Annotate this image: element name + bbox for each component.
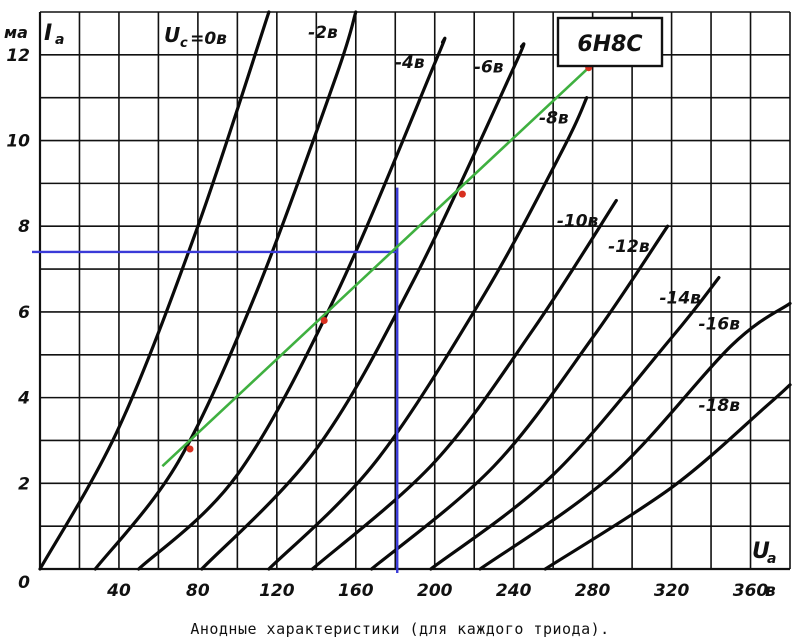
curves: =0в -2в -4в -6в -8в -10в -12в -14в -16в -18в: [38, 10, 792, 571]
series-label: -10в: [557, 212, 599, 232]
operating-point: [320, 316, 328, 324]
series-label: -12в: [608, 237, 650, 257]
x-symbol-label: U: [752, 539, 770, 564]
x-tick-label: 200: [417, 581, 453, 601]
series-label: -18в: [699, 396, 741, 416]
series-curve: [478, 301, 792, 571]
x-tick-label: 280: [575, 581, 611, 601]
x-tick-label: 0: [18, 573, 30, 593]
x-tick-label: 240: [496, 581, 532, 601]
y-tick-label: 4: [17, 389, 30, 409]
operating-point: [458, 190, 466, 198]
series-curve: [93, 10, 358, 571]
x-tick-label: 320: [654, 581, 690, 601]
y-symbol-label: I: [44, 21, 52, 46]
chart-caption: Анодные характеристики (для каждого трио…: [190, 620, 609, 638]
chart-title: 6Н8С: [577, 32, 642, 57]
series-curve: [310, 198, 618, 571]
series-curve: [137, 36, 447, 571]
x-tick-label: 360: [733, 581, 769, 601]
series-curve: [267, 96, 589, 571]
operating-point: [186, 445, 194, 453]
series-label: -6в: [474, 57, 504, 77]
axes: 0 40 80 120 160 200 240 280 320 360 2 4 6 8 10 12: [6, 46, 768, 601]
series-curve: [38, 10, 271, 571]
x-tick-label: 120: [259, 581, 295, 601]
y-tick-label: 10: [6, 132, 30, 152]
series-curve: [543, 383, 792, 571]
y-symbol-sub: a: [55, 32, 64, 48]
x-tick-label: 80: [186, 581, 210, 601]
series-label: -14в: [659, 289, 701, 309]
series-label: =0в: [190, 29, 227, 49]
series-label: -4в: [395, 53, 425, 73]
series-label: -16в: [699, 314, 741, 334]
y-tick-label: 8: [18, 217, 30, 237]
x-tick-label: 160: [338, 581, 374, 601]
x-tick-label: 40: [106, 581, 131, 601]
series-label: -8в: [539, 109, 569, 129]
x-symbol-sub: a: [767, 551, 776, 567]
load-line: [161, 66, 590, 468]
y-unit-label: ма: [4, 23, 28, 42]
overlay: [32, 64, 593, 573]
series-legend-symbol: U: [164, 23, 180, 47]
x-unit-label: в: [765, 581, 776, 601]
y-tick-label: 6: [18, 303, 30, 323]
series-curve: [200, 42, 526, 571]
title-box: [556, 16, 664, 68]
series-curve: [370, 224, 670, 571]
series-curve: [429, 276, 721, 571]
series-label: -2в: [308, 23, 338, 43]
series-legend-sub: c: [180, 36, 188, 51]
y-tick-label: 12: [6, 46, 30, 66]
y-tick-label: 2: [18, 474, 30, 494]
